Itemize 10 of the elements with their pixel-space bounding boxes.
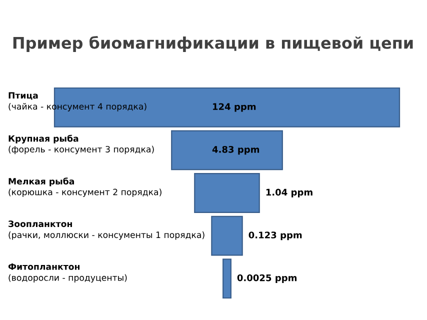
category-label: Мелкая рыба (корюшка - консумент 2 порядка) — [8, 178, 162, 197]
text: Пример биомагнификации в пищевой цепи — [13, 36, 413, 52]
data-label: 0.0025 ppm — [237, 274, 297, 283]
data-label: 124 ppm — [213, 103, 256, 112]
data-label: 0.123 ppm — [248, 232, 302, 240]
category-label: Зоопланктон (рачки, моллюски - консументы 1 порядка) — [8, 220, 204, 240]
category-label: Крупная рыба (форель - консумент 3 порядка) — [8, 134, 154, 154]
data-label: 4.83 ppm — [212, 146, 260, 155]
category-label: Фитопланктон (водоросли - продуценты) — [8, 263, 127, 283]
data-label: 1.04 ppm — [266, 188, 312, 198]
